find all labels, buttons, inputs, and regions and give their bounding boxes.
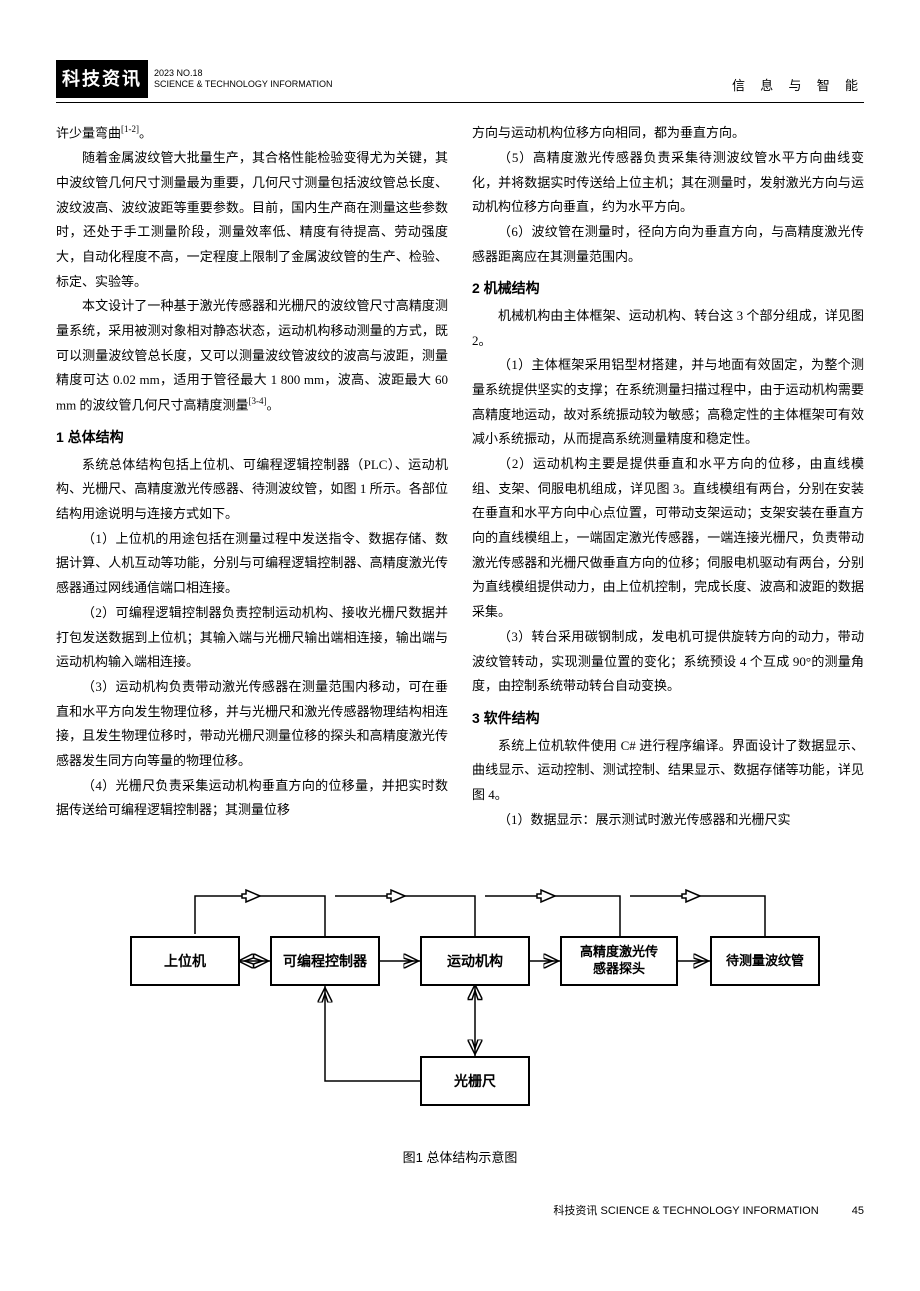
page-footer: 科技资讯 SCIENCE & TECHNOLOGY INFORMATION 45 xyxy=(56,1201,864,1222)
issue-line1: 2023 NO.18 xyxy=(154,68,203,78)
box-motion: 运动机构 xyxy=(420,936,530,986)
s1-item2: （2）可编程逻辑控制器负责控制运动机构、接收光栅尺数据并打包发送数据到上位机；其… xyxy=(56,601,448,675)
page-header: 科技资讯 2023 NO.18 SCIENCE & TECHNOLOGY INF… xyxy=(56,60,864,103)
figure-1: 上位机 可编程控制器 运动机构 高精度激光传感器探头 待测量波纹管 光栅尺 图1… xyxy=(56,856,864,1171)
page-number: 45 xyxy=(852,1205,864,1217)
ref-1: [1-2] xyxy=(121,124,139,134)
header-left: 科技资讯 2023 NO.18 SCIENCE & TECHNOLOGY INF… xyxy=(56,60,333,98)
box-laser: 高精度激光传感器探头 xyxy=(560,936,678,986)
s1-p1: 系统总体结构包括上位机、可编程逻辑控制器（PLC）、运动机构、光栅尺、高精度激光… xyxy=(56,453,448,527)
footer-text: 科技资讯 SCIENCE & TECHNOLOGY INFORMATION xyxy=(553,1205,818,1217)
right-column: 方向与运动机构位移方向相同，都为垂直方向。 （5）高精度激光传感器负责采集待测波… xyxy=(472,121,864,832)
box-grating: 光栅尺 xyxy=(420,1056,530,1106)
section-2-title: 2 机械结构 xyxy=(472,275,864,302)
s1-item4b: 方向与运动机构位移方向相同，都为垂直方向。 xyxy=(472,121,864,146)
section-label: 信 息 与 智 能 xyxy=(732,74,864,99)
box-host: 上位机 xyxy=(130,936,240,986)
para-3b: 。 xyxy=(266,397,279,412)
diagram: 上位机 可编程控制器 运动机构 高精度激光传感器探头 待测量波纹管 光栅尺 xyxy=(100,856,820,1136)
section-1-title: 1 总体结构 xyxy=(56,424,448,451)
issue-line2: SCIENCE & TECHNOLOGY INFORMATION xyxy=(154,79,333,89)
issue-info: 2023 NO.18 SCIENCE & TECHNOLOGY INFORMAT… xyxy=(154,68,333,90)
s1-item3: （3）运动机构负责带动激光传感器在测量范围内移动，可在垂直和水平方向发生物理位移… xyxy=(56,675,448,774)
para-1b: 。 xyxy=(139,126,152,141)
para-3: 本文设计了一种基于激光传感器和光栅尺的波纹管尺寸高精度测量系统，采用被测对象相对… xyxy=(56,294,448,418)
para-1a: 许少量弯曲 xyxy=(56,126,121,141)
box-tube: 待测量波纹管 xyxy=(710,936,820,986)
s2-item1: （1）主体框架采用铝型材搭建，并与地面有效固定，为整个测量系统提供坚实的支撑；在… xyxy=(472,353,864,452)
s2-item3: （3）转台采用碳钢制成，发电机可提供旋转方向的动力，带动波纹管转动，实现测量位置… xyxy=(472,625,864,699)
journal-badge: 科技资讯 xyxy=(56,60,148,98)
ref-2: [3-4] xyxy=(248,396,266,406)
box-plc: 可编程控制器 xyxy=(270,936,380,986)
para-2: 随着金属波纹管大批量生产，其合格性能检验变得尤为关键，其中波纹管几何尺寸测量最为… xyxy=(56,146,448,294)
s3-item1: （1）数据显示：展示测试时激光传感器和光栅尺实 xyxy=(472,808,864,833)
body-columns: 许少量弯曲[1-2]。 随着金属波纹管大批量生产，其合格性能检验变得尤为关键，其… xyxy=(56,121,864,832)
section-3-title: 3 软件结构 xyxy=(472,705,864,732)
figure-1-caption: 图1 总体结构示意图 xyxy=(403,1146,518,1171)
s2-p1: 机械机构由主体框架、运动机构、转台这 3 个部分组成，详见图 2。 xyxy=(472,304,864,353)
para-1: 许少量弯曲[1-2]。 xyxy=(56,121,448,146)
s2-item2: （2）运动机构主要是提供垂直和水平方向的位移，由直线模组、支架、伺服电机组成，详… xyxy=(472,452,864,625)
s1-item1: （1）上位机的用途包括在测量过程中发送指令、数据存储、数据计算、人机互动等功能，… xyxy=(56,527,448,601)
s1-item6: （6）波纹管在测量时，径向方向为垂直方向，与高精度激光传感器距离应在其测量范围内… xyxy=(472,220,864,269)
left-column: 许少量弯曲[1-2]。 随着金属波纹管大批量生产，其合格性能检验变得尤为关键，其… xyxy=(56,121,448,832)
s3-p1: 系统上位机软件使用 C# 进行程序编译。界面设计了数据显示、曲线显示、运动控制、… xyxy=(472,734,864,808)
s1-item4: （4）光栅尺负责采集运动机构垂直方向的位移量，并把实时数据传送给可编程逻辑控制器… xyxy=(56,774,448,823)
s1-item5: （5）高精度激光传感器负责采集待测波纹管水平方向曲线变化，并将数据实时传送给上位… xyxy=(472,146,864,220)
